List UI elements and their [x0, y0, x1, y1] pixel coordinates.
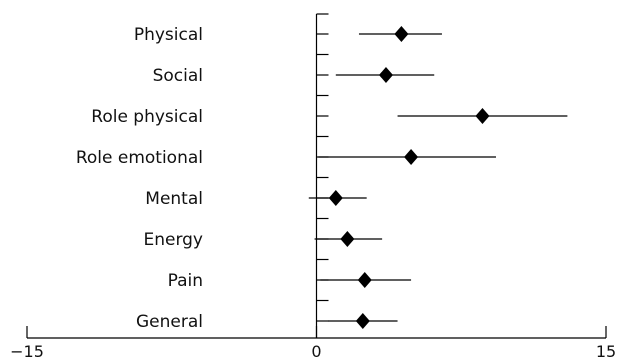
- point-estimate-diamond: [378, 67, 393, 83]
- x-tick-label: 15: [596, 342, 616, 360]
- category-label: Role emotional: [76, 148, 203, 168]
- point-estimate-diamond: [475, 108, 490, 124]
- point-estimate-diamond: [404, 149, 419, 165]
- point-estimate-diamond: [394, 26, 409, 42]
- point-estimates: [328, 26, 490, 329]
- category-labels: Physical Social Role physical Role emotiona…: [76, 25, 203, 332]
- category-label: Physical: [134, 25, 203, 45]
- category-label: Social: [153, 66, 203, 86]
- point-estimate-diamond: [328, 190, 343, 206]
- confidence-intervals: [308, 33, 568, 322]
- zero-reference-axis: [315, 13, 329, 338]
- point-estimate-diamond: [355, 313, 370, 329]
- category-label: General: [136, 312, 203, 332]
- x-tick-labels: −15 0 15: [10, 342, 616, 360]
- category-label: Mental: [145, 189, 203, 209]
- x-axis: [26, 326, 607, 339]
- point-estimate-diamond: [357, 272, 372, 288]
- category-label: Energy: [143, 230, 203, 250]
- point-estimate-diamond: [340, 231, 355, 247]
- category-label: Pain: [168, 271, 203, 291]
- x-tick-label: −15: [10, 342, 44, 360]
- x-tick-label: 0: [311, 342, 321, 360]
- category-label: Role physical: [91, 107, 203, 127]
